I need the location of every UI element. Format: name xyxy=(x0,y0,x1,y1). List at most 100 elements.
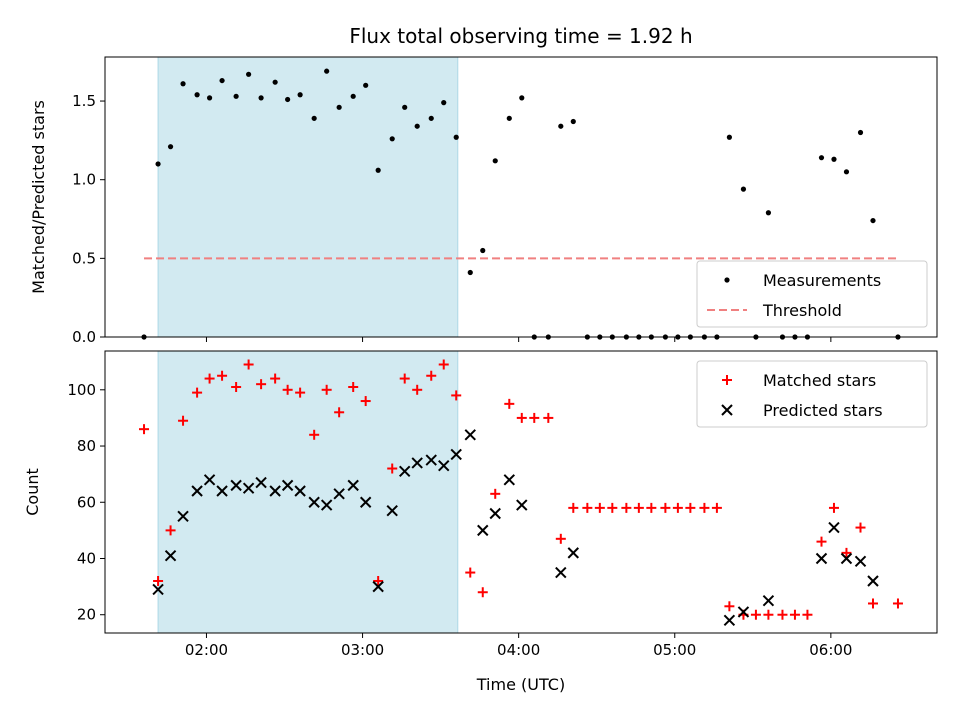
matched-star-point xyxy=(672,502,683,513)
matched-star-point xyxy=(321,384,332,395)
predicted-star-point xyxy=(308,496,320,508)
predicted-star-point xyxy=(867,575,879,587)
predicted-star-point xyxy=(815,552,828,565)
legend-threshold-label: Threshold xyxy=(762,301,842,320)
x-tick-label: 04:00 xyxy=(497,641,540,659)
measurement-point xyxy=(297,92,303,98)
matched-star-point xyxy=(543,412,554,423)
predicted-star-point xyxy=(347,479,359,492)
observing-span xyxy=(157,56,459,338)
measurement-point xyxy=(285,96,291,103)
matched-star-point xyxy=(348,381,359,392)
measurement-point xyxy=(870,217,876,224)
predicted-star-point xyxy=(425,454,437,466)
measurement-point xyxy=(740,186,747,192)
matched-star-point xyxy=(855,522,866,533)
top-y-tick-label: 0.0 xyxy=(72,328,96,346)
measurement-point xyxy=(194,92,200,98)
matched-star-point xyxy=(529,412,540,423)
matched-star-point xyxy=(621,502,632,513)
matched-star-point xyxy=(438,359,449,370)
measurement-point xyxy=(726,134,732,140)
legend-matched-label: Matched stars xyxy=(763,371,876,390)
bottom-y-tick-label: 80 xyxy=(77,437,96,455)
measurement-point xyxy=(363,82,369,88)
x-axis-label: Time (UTC) xyxy=(476,675,565,694)
bottom-legend: Matched stars Predicted stars xyxy=(696,360,928,428)
predicted-star-point xyxy=(828,521,840,534)
measurement-point xyxy=(467,269,473,276)
matched-star-point xyxy=(334,407,345,418)
measurement-point xyxy=(506,115,512,121)
measurement-point xyxy=(765,210,772,216)
measurement-point xyxy=(831,156,837,162)
matched-star-point xyxy=(153,575,164,586)
predicted-star-point xyxy=(164,549,177,562)
ratio-panel: 0.0 0.5 1.0 1.5 Measurements Threshold xyxy=(72,56,938,346)
measurement-point xyxy=(389,136,395,142)
matched-star-point xyxy=(256,379,267,390)
predicted-star-point xyxy=(255,476,267,489)
measurement-point xyxy=(324,68,330,74)
measurement-point xyxy=(414,123,420,129)
predicted-star-point xyxy=(464,429,476,441)
matched-star-point xyxy=(711,502,722,513)
matched-star-point xyxy=(816,536,827,547)
predicted-star-point xyxy=(359,496,372,508)
predicted-star-point xyxy=(399,465,411,478)
measurement-point xyxy=(375,167,381,173)
measurement-point xyxy=(818,155,825,161)
bottom-y-tick-label: 40 xyxy=(77,549,96,567)
predicted-star-point xyxy=(333,488,345,500)
matched-star-point xyxy=(633,502,644,513)
matched-star-point xyxy=(295,387,306,398)
top-y-tick-label: 1.5 xyxy=(72,92,96,110)
predicted-star-point xyxy=(438,460,450,472)
predicted-star-point xyxy=(450,448,462,461)
predicted-star-point xyxy=(191,485,203,497)
predicted-star-point xyxy=(503,474,515,486)
matched-star-point xyxy=(582,502,593,513)
matched-star-point xyxy=(192,387,203,398)
matched-star-point xyxy=(490,488,501,499)
x-tick-label: 06:00 xyxy=(809,641,852,659)
matched-star-point xyxy=(243,359,254,370)
top-y-axis-label: Matched/Predicted stars xyxy=(29,100,48,294)
top-y-tick-label: 1.0 xyxy=(72,171,96,189)
predicted-star-point xyxy=(477,524,489,537)
measurement-point xyxy=(350,93,356,99)
measurement-point xyxy=(155,161,161,167)
predicted-star-point xyxy=(203,474,216,486)
measurement-point xyxy=(311,115,317,121)
predicted-star-point xyxy=(269,485,281,497)
matched-star-point xyxy=(360,396,371,407)
measurement-point xyxy=(167,144,174,150)
predicted-star-point xyxy=(177,510,189,523)
bottom-axes-frame xyxy=(104,350,938,634)
predicted-star-point xyxy=(294,485,306,497)
predicted-star-point xyxy=(320,499,333,511)
predicted-star-point xyxy=(854,555,867,568)
measurement-point xyxy=(246,71,252,77)
legend-measurement-marker xyxy=(724,277,730,283)
matched-star-point xyxy=(451,390,462,401)
x-tick-label: 05:00 xyxy=(653,641,696,659)
matched-star-point xyxy=(309,429,320,440)
predicted-star-point xyxy=(242,482,255,494)
measurement-point xyxy=(441,100,447,106)
matched-star-point xyxy=(399,373,410,384)
matched-star-point xyxy=(139,424,150,435)
matched-star-point xyxy=(516,412,527,423)
measurement-point xyxy=(570,118,576,125)
matched-star-point xyxy=(373,575,384,586)
matched-star-point xyxy=(594,502,605,513)
measurement-point xyxy=(272,79,278,85)
matched-star-point xyxy=(412,384,423,395)
predicted-star-point xyxy=(723,614,736,627)
count-panel: 20 40 60 80 100 02:00 03:00 04:00 05:00 06:00 Matc… xyxy=(67,350,938,659)
matched-star-point xyxy=(802,609,813,620)
matched-star-point xyxy=(777,609,788,620)
predicted-star-point xyxy=(840,552,853,565)
matched-star-point xyxy=(699,502,710,513)
